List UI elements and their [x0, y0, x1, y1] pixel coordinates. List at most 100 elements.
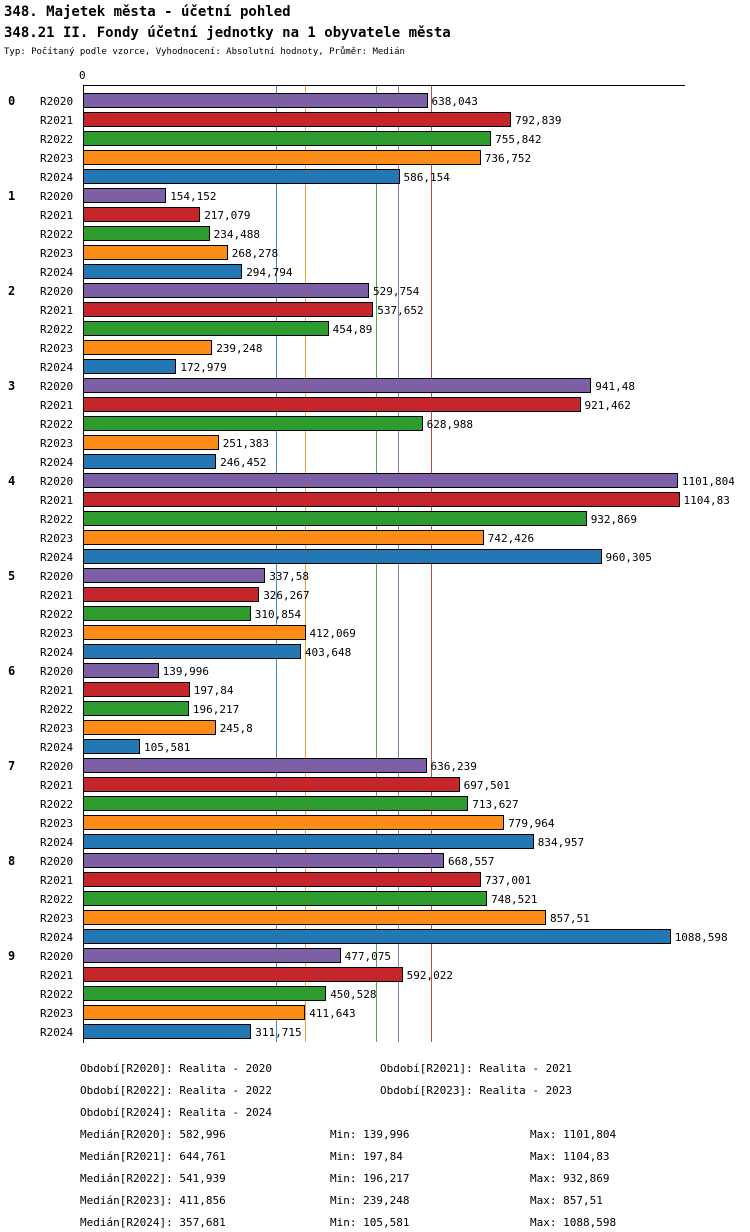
- bar-value-label-8-r2023: 857,51: [550, 912, 590, 925]
- series-row-label-1-r2022: R2022: [40, 228, 74, 241]
- series-row-label-3-r2021: R2021: [40, 399, 74, 412]
- median-line-r2020: [397, 86, 399, 1042]
- legend-item-0: Období[R2020]: Realita - 2020: [80, 1062, 273, 1075]
- bar-5-r2020: [83, 568, 266, 583]
- bar-2-r2021: [83, 302, 374, 317]
- series-row-label-9-r2021: R2021: [40, 969, 74, 982]
- median-line-r2021: [431, 86, 433, 1042]
- series-row-label-9-r2024: R2024: [40, 1026, 74, 1039]
- bar-value-label-9-r2021: 592,022: [406, 969, 453, 982]
- median-line-r2023: [305, 86, 307, 1042]
- bar-7-r2023: [83, 815, 505, 830]
- series-row-label-6-r2023: R2023: [40, 722, 74, 735]
- bar-8-r2021: [83, 872, 481, 887]
- series-row-label-6-r2024: R2024: [40, 741, 74, 754]
- bar-value-label-0-r2023: 736,752: [484, 152, 532, 165]
- stat-max-row-2: Max: 932,869: [530, 1172, 610, 1185]
- bar-8-r2022: [83, 891, 488, 906]
- bar-value-label-1-r2022: 234,488: [213, 228, 260, 241]
- stats-block: Medián[R2020]: 582,996 Min: 139,996 Max: 1…: [0, 1128, 750, 1232]
- bar-9-r2020: [83, 948, 341, 963]
- stat-median-row-4: Medián[R2024]: 357,681: [80, 1216, 226, 1229]
- bar-value-label-6-r2024: 105,581: [144, 741, 191, 754]
- bar-value-label-4-r2024: 960,305: [605, 551, 652, 564]
- bar-5-r2022: [83, 606, 251, 621]
- bar-3-r2021: [83, 397, 581, 412]
- bar-value-label-5-r2022: 310,854: [254, 608, 302, 621]
- series-row-label-8-r2022: R2022: [40, 893, 74, 906]
- bar-6-r2020: [83, 663, 159, 678]
- page-subtitle: 348.21 II. Fondy účetní jednotky na 1 ob…: [4, 25, 451, 41]
- bar-8-r2024: [83, 929, 671, 944]
- bar-4-r2020: [83, 473, 678, 488]
- group-label-1: 1: [8, 189, 16, 203]
- series-row-label-4-r2024: R2024: [40, 551, 74, 564]
- median-line-r2022: [375, 86, 377, 1042]
- bar-value-label-5-r2023: 412,069: [309, 627, 356, 640]
- bar-value-label-6-r2022: 196,217: [192, 703, 240, 716]
- bar-value-label-7-r2022: 713,627: [472, 798, 519, 811]
- stat-max-row-0: Max: 1101,804: [530, 1128, 617, 1141]
- stat-max-row-4: Max: 1088,598: [530, 1216, 617, 1229]
- x-axis-line: [83, 85, 685, 86]
- bar-2-r2022: [83, 321, 329, 336]
- series-row-label-2-r2022: R2022: [40, 323, 74, 336]
- bar-value-label-9-r2023: 411,643: [309, 1007, 356, 1020]
- series-row-label-9-r2023: R2023: [40, 1007, 74, 1020]
- bar-2-r2023: [83, 340, 213, 355]
- bar-value-label-4-r2022: 932,869: [590, 513, 638, 526]
- series-row-label-0-r2022: R2022: [40, 133, 74, 146]
- bar-0-r2020: [83, 93, 428, 108]
- series-row-label-6-r2021: R2021: [40, 684, 74, 697]
- bar-value-label-3-r2023: 251,383: [222, 437, 270, 450]
- bar-value-label-9-r2022: 450,528: [330, 988, 377, 1001]
- stat-min-row-3: Min: 239,248: [330, 1194, 410, 1207]
- legend-item-3: Období[R2023]: Realita - 2023: [380, 1084, 573, 1097]
- bar-9-r2021: [83, 967, 403, 982]
- bar-value-label-3-r2021: 921,462: [584, 399, 631, 412]
- bar-value-label-8-r2024: 1088,598: [674, 931, 728, 944]
- bar-7-r2024: [83, 834, 534, 849]
- bar-value-label-7-r2024: 834,957: [537, 836, 585, 849]
- bar-4-r2023: [83, 530, 484, 545]
- bar-value-label-2-r2021: 537,652: [377, 304, 424, 317]
- series-row-label-4-r2023: R2023: [40, 532, 74, 545]
- series-row-label-0-r2023: R2023: [40, 152, 74, 165]
- series-row-label-4-r2022: R2022: [40, 513, 74, 526]
- series-row-label-7-r2021: R2021: [40, 779, 74, 792]
- series-row-label-5-r2023: R2023: [40, 627, 74, 640]
- series-row-label-2-r2024: R2024: [40, 361, 74, 374]
- bar-9-r2024: [83, 1024, 252, 1039]
- series-row-label-5-r2020: R2020: [40, 570, 74, 583]
- bar-value-label-1-r2024: 294,794: [246, 266, 293, 279]
- bar-6-r2021: [83, 682, 190, 697]
- series-row-label-8-r2024: R2024: [40, 931, 74, 944]
- bar-value-label-8-r2022: 748,521: [491, 893, 538, 906]
- bar-0-r2022: [83, 131, 492, 146]
- bar-value-label-8-r2020: 668,557: [448, 855, 495, 868]
- bar-value-label-3-r2024: 246,452: [220, 456, 267, 469]
- bar-value-label-7-r2023: 779,964: [508, 817, 555, 830]
- bar-value-label-7-r2021: 697,501: [463, 779, 510, 792]
- stat-median-row-1: Medián[R2021]: 644,761: [80, 1150, 226, 1163]
- series-row-label-1-r2020: R2020: [40, 190, 74, 203]
- bar-7-r2021: [83, 777, 460, 792]
- bar-1-r2022: [83, 226, 210, 241]
- bar-5-r2024: [83, 644, 301, 659]
- series-row-label-5-r2022: R2022: [40, 608, 74, 621]
- bar-value-label-1-r2021: 217,079: [204, 209, 251, 222]
- bar-value-label-9-r2020: 477,075: [344, 950, 391, 963]
- series-row-label-1-r2021: R2021: [40, 209, 74, 222]
- series-row-label-0-r2024: R2024: [40, 171, 74, 184]
- stat-min-row-1: Min: 197,84: [330, 1150, 403, 1163]
- bar-value-label-8-r2021: 737,001: [484, 874, 532, 887]
- legend-item-1: Období[R2021]: Realita - 2021: [380, 1062, 573, 1075]
- group-label-3: 3: [8, 379, 16, 393]
- bar-6-r2023: [83, 720, 216, 735]
- bar-9-r2022: [83, 986, 327, 1001]
- bar-1-r2020: [83, 188, 167, 203]
- series-row-label-1-r2023: R2023: [40, 247, 74, 260]
- bar-1-r2023: [83, 245, 228, 260]
- stat-max-row-3: Max: 857,51: [530, 1194, 603, 1207]
- y-axis-line: [83, 85, 84, 1043]
